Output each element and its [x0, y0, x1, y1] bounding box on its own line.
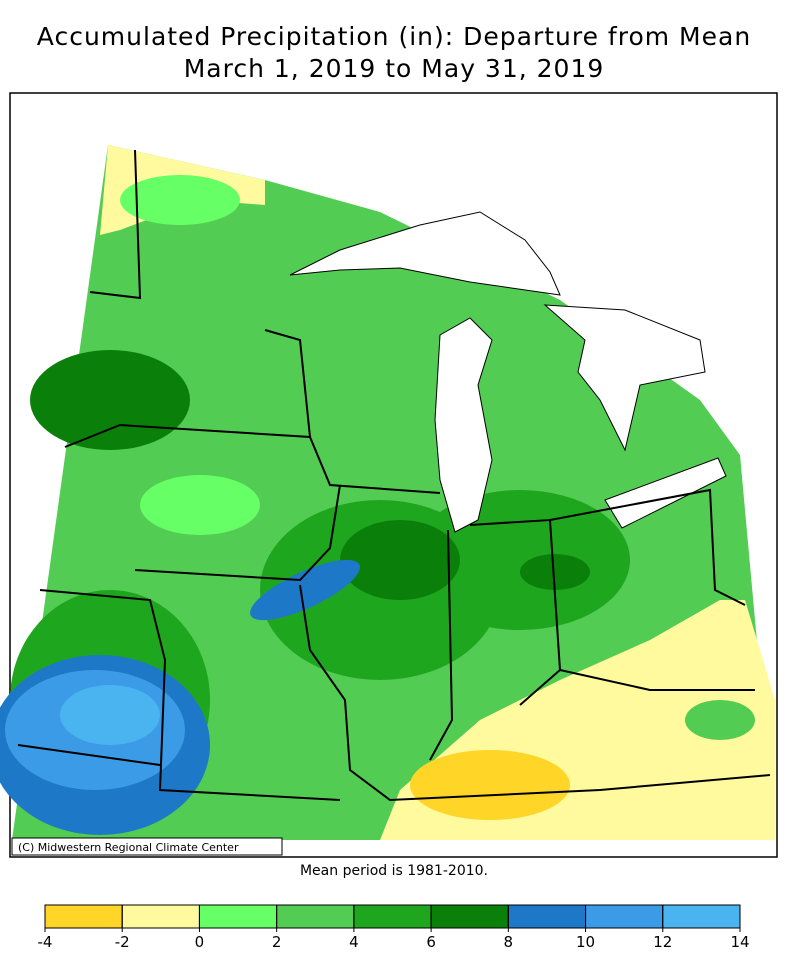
- credit: (C) Midwestern Regional Climate Center: [18, 841, 239, 854]
- region: [120, 175, 240, 225]
- lake: [434, 317, 493, 533]
- border: [549, 488, 746, 606]
- border: [299, 584, 771, 802]
- border: [39, 589, 341, 801]
- border: [134, 484, 341, 582]
- border: [469, 518, 562, 706]
- border: [264, 329, 311, 438]
- border: [559, 669, 755, 691]
- region: [250, 559, 360, 621]
- lake: [604, 457, 727, 529]
- legend-swatch: [430, 904, 509, 929]
- legend: -4 -2 0 2 4 6 8 10 12 14: [38, 904, 750, 951]
- legend-tick-label: 6: [426, 933, 436, 951]
- border: [89, 149, 142, 300]
- legend-tick-label: 0: [195, 933, 205, 951]
- lake: [543, 304, 706, 452]
- legend-tick-label: 10: [576, 933, 595, 951]
- region: [30, 350, 190, 450]
- legend-swatch: [121, 904, 200, 929]
- map: (C) Midwestern Regional Climate Center: [0, 92, 778, 858]
- legend-swatch: [507, 904, 587, 929]
- legend-swatch: [198, 904, 278, 929]
- legend-swatch: [353, 904, 432, 929]
- legend-swatch: [662, 904, 741, 929]
- legend-tick-label: 4: [349, 933, 359, 951]
- title: Accumulated Precipitation (in): Departur…: [37, 22, 751, 51]
- subtitle: March 1, 2019 to May 31, 2019: [184, 54, 605, 83]
- legend-swatch: [44, 904, 123, 929]
- region: [410, 750, 570, 820]
- legend-tick-label: 12: [653, 933, 672, 951]
- region: [340, 520, 460, 600]
- region: [520, 554, 590, 590]
- legend-swatch: [276, 904, 355, 929]
- region: [685, 700, 755, 740]
- credit-box: [11, 837, 283, 856]
- border: [429, 529, 454, 761]
- legend-tick-label: -4: [38, 933, 53, 951]
- legend-tick-label: 8: [504, 933, 514, 951]
- border: [17, 744, 161, 766]
- legend-tick-label: -2: [115, 933, 130, 951]
- lake: [289, 211, 561, 296]
- legend-swatch: [585, 904, 664, 929]
- legend-tick-label: 14: [730, 933, 749, 951]
- region: [60, 685, 160, 745]
- legend-tick-label: 2: [272, 933, 282, 951]
- region: [140, 475, 260, 535]
- note: Mean period is 1981-2010.: [300, 863, 488, 879]
